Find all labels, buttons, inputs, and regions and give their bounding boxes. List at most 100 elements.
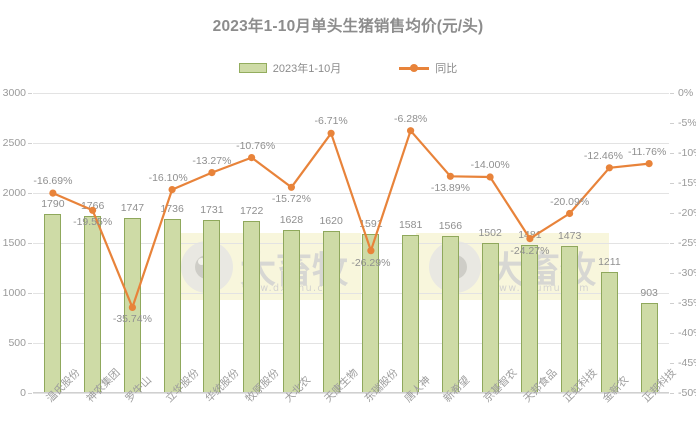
trend-line-point[interactable] [446, 172, 454, 180]
trend-line-point[interactable] [407, 127, 415, 135]
trend-point-label: -13.89% [430, 182, 470, 195]
grid-line [33, 143, 669, 144]
y-axis-tick-mark-right [670, 183, 674, 184]
y-axis-tick-mark-left [28, 193, 32, 194]
y-axis-tick-right: -30% [678, 267, 696, 279]
trend-line-point[interactable] [168, 186, 176, 194]
trend-point-label: -20.09% [550, 195, 590, 208]
line-swatch-icon [399, 63, 430, 73]
trend-line-point[interactable] [367, 247, 375, 255]
x-axis-labels: 温氏股份 神农集团 罗牛山 立华股份 华统股份 牧原股份 大北农 天康生物 东瑞股份 唐人神 新希望… [33, 367, 678, 443]
y-axis-tick-left: 2500 [2, 137, 26, 149]
trend-point-label: -10.76% [236, 139, 276, 152]
bar-value-label: 1747 [120, 202, 145, 215]
trend-point-label: -16.10% [148, 171, 188, 184]
trend-point-label: -6.28% [393, 112, 428, 125]
bar-value-label: 1591 [359, 217, 383, 230]
grid-line [33, 293, 669, 294]
bar-value-label: 1620 [319, 215, 343, 227]
trend-line-point[interactable] [287, 183, 295, 191]
trend-point-label: -19.55% [73, 216, 113, 229]
y-axis-tick-right: -5% [678, 117, 696, 129]
y-axis-tick-mark-left [28, 293, 32, 294]
legend-item-bars[interactable]: 2023年1-10月 [238, 60, 342, 76]
y-axis-tick-left: 2000 [2, 187, 26, 199]
y-axis-tick-right: -25% [678, 237, 696, 249]
bar-value-label: 1566 [438, 220, 463, 233]
bar-value-label: 1722 [239, 204, 264, 217]
y-axis-tick-mark-right [670, 363, 674, 364]
bar-value-label: 903 [640, 286, 658, 299]
grid-line [33, 393, 669, 394]
y-axis-tick-mark-right [670, 333, 674, 334]
plot-area: 大畜牧www.dxumu.com大畜牧www.dxumu.com30002500… [3, 87, 696, 399]
trend-line-point[interactable] [49, 189, 57, 197]
trend-point-label: -24.27% [510, 244, 550, 257]
y-axis-tick-right: -20% [678, 207, 696, 219]
bar-value-label: 1473 [557, 229, 582, 242]
trend-point-label: -26.29% [351, 256, 391, 269]
bar-value-label: 1628 [279, 214, 304, 227]
trend-line-series [49, 127, 653, 311]
trend-line-point[interactable] [327, 129, 335, 137]
y-axis-tick-right: -40% [678, 327, 696, 339]
bar-value-label: 1766 [80, 200, 105, 213]
bar-value-label: 1481 [518, 228, 542, 241]
legend-label-bars: 2023年1-10月 [272, 63, 342, 75]
trend-point-label: -15.72% [271, 193, 311, 206]
y-axis-tick-mark-left [28, 393, 32, 394]
bar-value-label: 1790 [41, 198, 65, 210]
y-axis-tick-right: -50% [678, 387, 696, 399]
chart-legend: 2023年1-10月 同比 [0, 60, 696, 76]
trend-point-label: -11.76% [627, 145, 667, 158]
bar-value-label: 1211 [598, 255, 621, 268]
bar-value-label: 1581 [398, 218, 423, 231]
y-axis-tick-mark-right [670, 213, 674, 214]
y-axis-tick-mark-right [670, 393, 674, 394]
x-axis-line [33, 392, 669, 393]
trend-line-point[interactable] [566, 209, 574, 218]
trend-point-label: -14.00% [470, 159, 510, 171]
trend-point-label: -16.69% [33, 175, 73, 188]
trend-line-point[interactable] [486, 173, 494, 181]
trend-line-point[interactable] [526, 235, 534, 243]
y-axis-tick-left: 0 [20, 387, 26, 399]
grid-line [33, 243, 669, 244]
y-axis-tick-left: 500 [8, 337, 26, 349]
y-axis-tick-mark-right [670, 303, 674, 304]
y-axis-tick-mark-right [670, 153, 674, 154]
y-axis-tick-left: 1500 [2, 237, 26, 249]
y-axis-tick-mark-right [670, 93, 674, 94]
y-axis-tick-mark-left [28, 243, 32, 244]
y-axis-tick-left: 1000 [2, 287, 26, 299]
y-axis-tick-right: -45% [678, 357, 696, 369]
trend-point-label: -35.74% [112, 313, 152, 326]
trend-point-label: -12.46% [583, 149, 623, 162]
y-axis-tick-right: 0% [678, 87, 694, 99]
trend-line-point[interactable] [248, 154, 256, 162]
y-axis-tick-right: -35% [678, 297, 696, 309]
chart-title: 2023年1-10月单头生猪销售均价(元/头) [212, 18, 484, 35]
trend-line-point[interactable] [645, 160, 653, 168]
grid-line [33, 93, 669, 94]
trend-line-path [52, 129, 650, 309]
y-axis-tick-left: 3000 [2, 87, 26, 99]
y-axis-tick-mark-left [28, 93, 32, 94]
bar-value-label: 1502 [478, 226, 502, 239]
trend-line-point[interactable] [208, 169, 216, 177]
trend-line-point[interactable] [89, 206, 97, 214]
bar-swatch-icon [238, 63, 267, 73]
trend-line-point[interactable] [605, 164, 614, 172]
legend-item-line[interactable]: 同比 [399, 60, 457, 76]
trend-point-label: -13.27% [192, 154, 232, 167]
trend-point-label: -6.71% [314, 115, 348, 128]
trend-line-point[interactable] [128, 303, 136, 311]
watermark-url: www.dxumu.com [490, 283, 590, 294]
eye-logo-highlight-icon [198, 258, 205, 265]
y-axis-tick-mark-right [670, 243, 674, 244]
y-axis-tick-right: -10% [678, 147, 696, 159]
legend-label-line: 同比 [435, 63, 458, 75]
grid-line [33, 343, 669, 344]
y-axis-tick-mark-left [28, 143, 32, 144]
